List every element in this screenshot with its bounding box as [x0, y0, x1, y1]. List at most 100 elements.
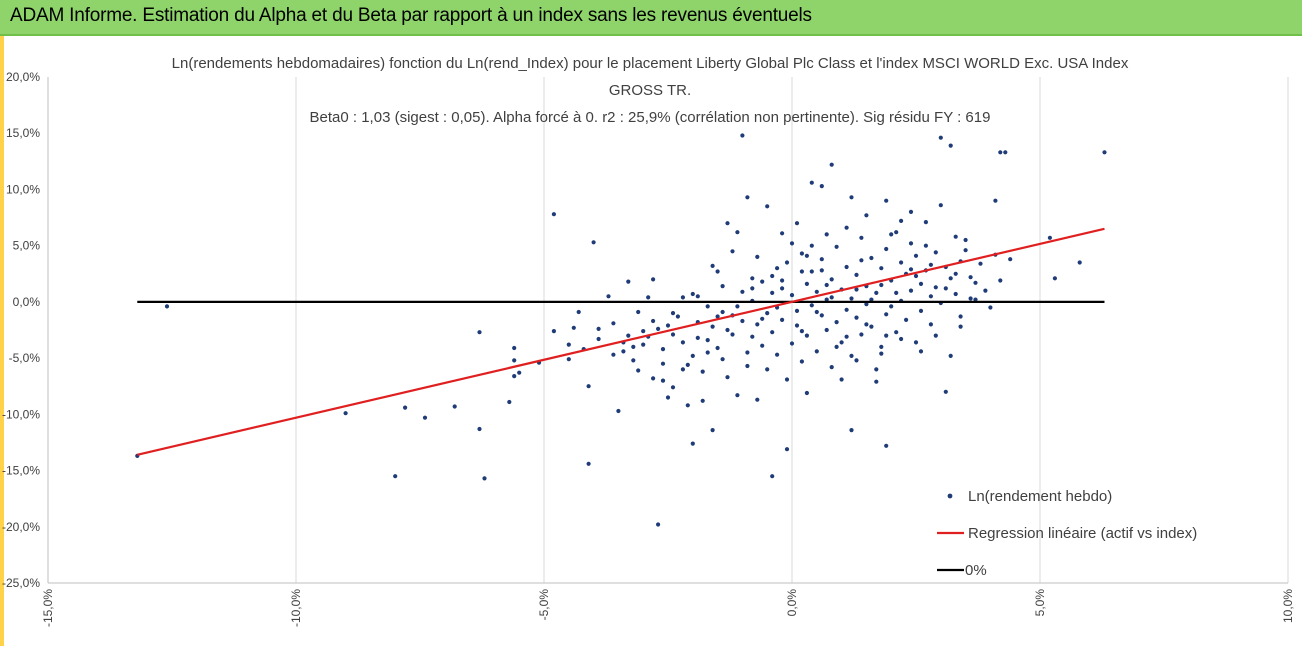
data-point: [963, 237, 968, 243]
data-point: [908, 209, 914, 214]
data-point: [586, 461, 591, 466]
data-point: [631, 358, 636, 363]
data-point: [760, 316, 765, 321]
data-point: [864, 213, 869, 218]
data-point: [849, 296, 854, 301]
data-point: [869, 324, 874, 329]
data-point: [720, 309, 725, 315]
data-point: [958, 314, 963, 319]
data-point: [591, 240, 596, 245]
data-point: [943, 286, 948, 291]
data-point: [824, 297, 829, 302]
data-point: [854, 358, 859, 363]
data-point: [760, 343, 765, 348]
data-point: [928, 322, 934, 327]
data-point: [705, 304, 710, 309]
data-point: [804, 333, 810, 338]
data-point: [874, 379, 879, 384]
data-point: [660, 347, 666, 352]
data-point: [680, 295, 686, 300]
data-point: [760, 279, 765, 284]
legend-label[interactable]: Regression linéaire (actif vs index): [968, 525, 1197, 542]
data-point: [670, 311, 676, 316]
data-point: [968, 275, 973, 280]
data-point: [993, 198, 998, 203]
data-point: [452, 404, 457, 409]
data-point: [512, 358, 517, 363]
data-point: [814, 349, 819, 354]
data-point: [626, 333, 631, 338]
data-point: [819, 257, 824, 262]
data-point: [859, 258, 864, 263]
data-point: [755, 397, 760, 402]
data-point: [819, 313, 824, 318]
y-tick-label: -5,0%: [9, 351, 41, 365]
data-point: [948, 143, 953, 148]
data-point: [829, 295, 834, 300]
data-point: [656, 522, 661, 527]
x-tick-label: 5,0%: [1033, 589, 1047, 617]
data-point: [730, 332, 735, 337]
data-point: [576, 309, 581, 315]
data-point: [566, 357, 571, 362]
data-point: [784, 447, 790, 452]
data-point: [884, 443, 889, 448]
data-point: [824, 282, 829, 288]
data-point: [641, 329, 646, 334]
x-tick-label: -15,0%: [41, 589, 55, 627]
data-point: [740, 289, 745, 294]
data-point: [715, 314, 720, 319]
legend-label[interactable]: 0%: [965, 562, 987, 579]
data-point: [680, 340, 686, 345]
data-point: [854, 287, 859, 292]
data-point: [908, 241, 914, 246]
data-point: [978, 261, 983, 266]
data-point: [710, 428, 715, 433]
data-point: [665, 395, 671, 400]
data-point: [745, 350, 750, 355]
data-point: [651, 318, 656, 324]
data-point: [780, 278, 785, 283]
data-point: [740, 133, 745, 138]
legend-label[interactable]: Ln(rendement hebdo): [968, 488, 1112, 505]
data-point: [586, 384, 591, 389]
data-point: [869, 255, 874, 261]
data-point: [973, 297, 978, 302]
data-point: [928, 262, 934, 267]
chart-title-line: Beta0 : 1,03 (sigest : 0,05). Alpha forc…: [310, 109, 991, 126]
data-point: [854, 272, 859, 277]
data-point: [933, 250, 938, 255]
data-point: [899, 260, 904, 265]
data-point: [923, 220, 929, 225]
chart-title-line: Ln(rendements hebdomadaires) fonction du…: [172, 55, 1129, 72]
data-point: [700, 398, 705, 403]
y-tick-label: 20,0%: [6, 70, 40, 84]
data-point: [1077, 260, 1082, 265]
data-point: [621, 349, 626, 354]
y-tick-label: 5,0%: [13, 239, 41, 253]
data-point: [918, 281, 924, 286]
data-point: [998, 150, 1003, 155]
data-point: [879, 266, 884, 271]
data-point: [660, 361, 666, 366]
x-tick-label: -5,0%: [537, 589, 551, 621]
data-point: [879, 351, 884, 356]
data-point: [596, 326, 601, 331]
data-point: [834, 244, 839, 249]
y-tick-label: 0,0%: [13, 295, 41, 309]
data-point: [670, 385, 676, 390]
legend[interactable]: Ln(rendement hebdo) Regression linéaire (…: [937, 488, 1197, 579]
data-point: [596, 336, 601, 342]
data-point: [507, 399, 512, 405]
data-point: [844, 225, 849, 230]
data-point: [789, 241, 795, 246]
data-point: [680, 367, 686, 372]
data-point: [844, 264, 849, 270]
x-tick-label: -10,0%: [289, 589, 303, 627]
data-point: [695, 294, 700, 299]
data-point: [690, 441, 695, 446]
data-point: [646, 295, 651, 300]
data-point: [1003, 150, 1008, 155]
legend-marker-scatter: [947, 493, 953, 499]
